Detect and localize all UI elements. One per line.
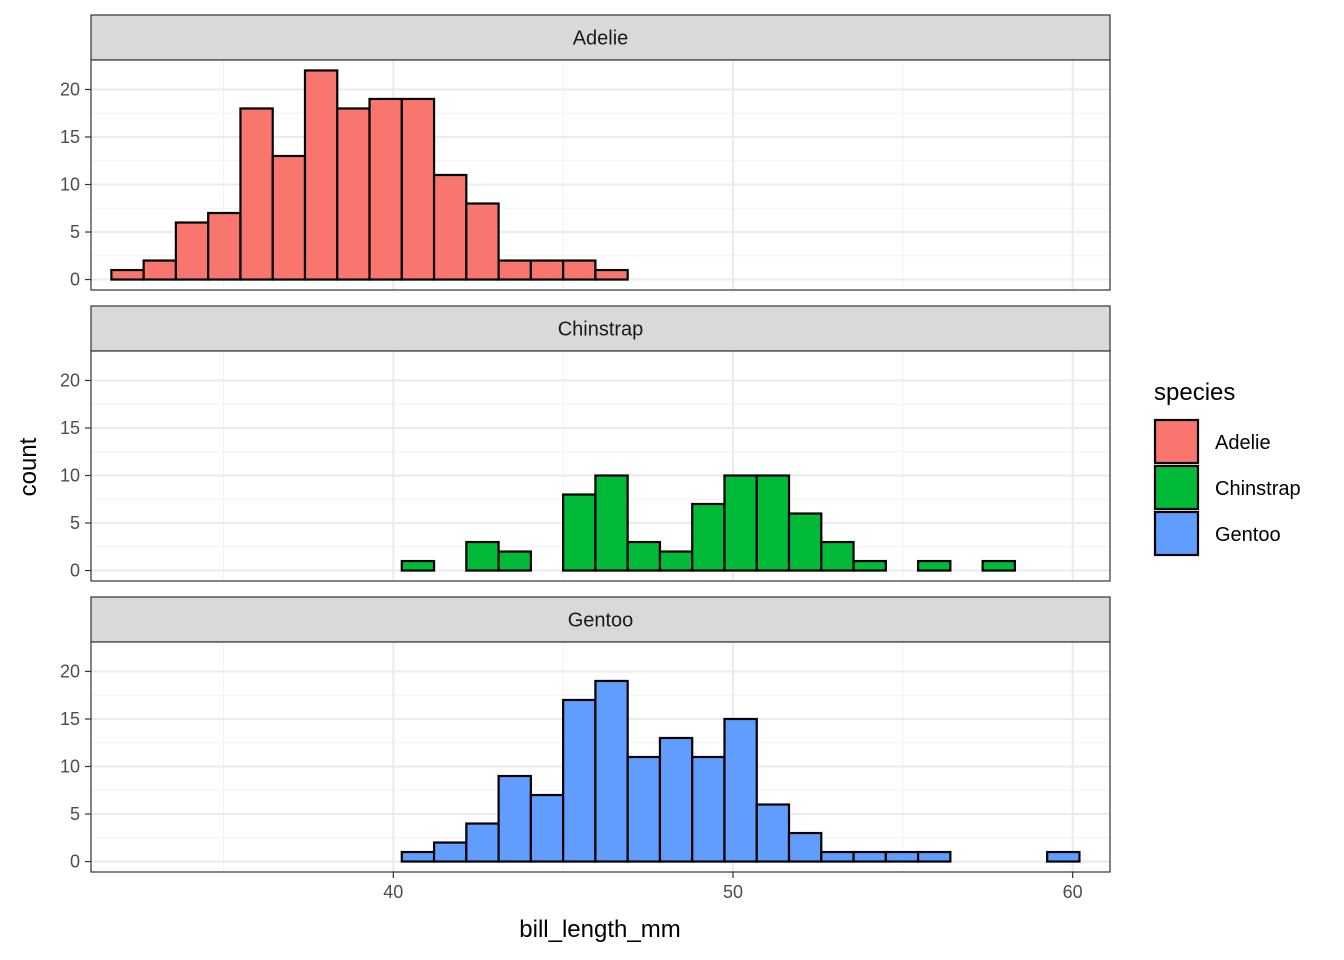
histogram-bar — [562, 493, 597, 572]
y-tick-label: 5 — [70, 804, 80, 824]
y-tick-label: 15 — [60, 127, 80, 147]
panel-border — [90, 350, 1111, 582]
histogram-bar — [658, 550, 694, 572]
y-tick-label: 20 — [60, 370, 80, 390]
legend-label-chinstrap: Chinstrap — [1215, 478, 1301, 500]
histogram-bar — [1046, 850, 1081, 863]
histogram-bar — [594, 679, 629, 863]
facet-strip — [90, 305, 1111, 352]
y-tick-label: 0 — [70, 270, 80, 290]
histogram-bar — [432, 841, 468, 863]
histogram-bar — [529, 793, 565, 863]
histogram-bar — [820, 540, 855, 572]
histogram-bar — [303, 69, 339, 281]
y-tick-label: 10 — [60, 466, 80, 486]
histogram-bar — [852, 559, 887, 572]
histogram-bar — [465, 540, 500, 572]
histogram-bar — [497, 259, 532, 281]
histogram-bar — [787, 831, 823, 863]
histogram-bar — [271, 154, 307, 281]
histogram-bar — [529, 259, 565, 281]
histogram-bar — [497, 550, 532, 572]
histogram-bar — [400, 97, 436, 281]
x-axis: 40 50 60 — [383, 872, 1083, 902]
y-tick-label: 20 — [60, 79, 80, 99]
histogram-bar — [658, 736, 694, 863]
y-tick-label: 15 — [60, 709, 80, 729]
bars-adelie — [110, 69, 629, 281]
facet-strip-label: Adelie — [573, 28, 629, 50]
y-axis: 0 5 10 15 20 — [60, 79, 91, 290]
histogram-bar — [594, 474, 629, 572]
y-axis: 0 5 10 15 20 — [60, 370, 91, 581]
histogram-bar — [626, 755, 662, 863]
histogram-bar — [755, 474, 791, 572]
facet-strip-label: Gentoo — [568, 610, 634, 632]
bars-chinstrap — [400, 474, 1016, 572]
facet-panel-gentoo: Gentoo 0 5 10 15 20 — [60, 596, 1111, 873]
panel-border — [90, 641, 1111, 873]
histogram-bar — [400, 559, 436, 572]
histogram-bar — [916, 850, 952, 863]
legend-label-adelie: Adelie — [1215, 432, 1271, 454]
facet-panel-adelie: Adelie 0 5 10 15 20 — [60, 14, 1111, 291]
histogram-bar — [432, 173, 468, 281]
legend-key-gentoo — [1153, 510, 1200, 557]
facet-strip — [90, 14, 1111, 61]
histogram-bar — [691, 502, 726, 572]
facet-panels: Adelie 0 5 10 15 20 Chinstrap 0 5 10 15 20 Gentoo 0 5 1… — [60, 14, 1111, 873]
histogram-bar — [110, 268, 145, 281]
y-tick-label: 0 — [70, 561, 80, 581]
histogram-bar — [755, 803, 791, 863]
histogram-bar — [981, 559, 1016, 572]
histogram-bar — [465, 202, 500, 281]
panel-border — [90, 59, 1111, 291]
histogram-bar — [368, 97, 403, 281]
x-tick-label: 40 — [383, 882, 403, 902]
histogram-bar — [852, 850, 887, 863]
histogram-bar — [142, 259, 178, 281]
legend-title: species — [1154, 379, 1235, 406]
histogram-bar — [562, 698, 597, 863]
histogram-bar — [916, 559, 952, 572]
histogram-bar — [239, 107, 274, 281]
facet-strip — [90, 596, 1111, 643]
histogram-bar — [562, 259, 597, 281]
histogram-bar — [497, 774, 532, 863]
histogram-bar — [336, 107, 371, 281]
y-tick-label: 5 — [70, 513, 80, 533]
y-tick-label: 15 — [60, 418, 80, 438]
bars-gentoo — [400, 679, 1081, 863]
y-tick-label: 5 — [70, 222, 80, 242]
y-tick-label: 10 — [60, 175, 80, 195]
legend-label-gentoo: Gentoo — [1215, 524, 1281, 546]
facet-strip-label: Chinstrap — [558, 319, 644, 341]
histogram-bar — [465, 822, 500, 863]
legend-key-chinstrap — [1153, 464, 1200, 511]
histogram-bar — [723, 474, 758, 572]
y-tick-label: 10 — [60, 757, 80, 777]
x-tick-label: 50 — [723, 882, 743, 902]
y-axis: 0 5 10 15 20 — [60, 661, 91, 872]
y-axis-title: count — [15, 437, 42, 496]
histogram-bar — [174, 221, 210, 281]
x-tick-label: 60 — [1063, 882, 1083, 902]
histogram-bar — [691, 755, 726, 863]
histogram-bar — [626, 540, 662, 572]
histogram-bar — [884, 850, 920, 863]
histogram-bar — [207, 211, 242, 281]
legend: species Adelie Chinstrap Gentoo — [1153, 379, 1301, 557]
facet-panel-chinstrap: Chinstrap 0 5 10 15 20 — [60, 305, 1111, 582]
histogram-bar — [400, 850, 436, 863]
y-tick-label: 20 — [60, 661, 80, 681]
histogram-bar — [820, 850, 855, 863]
y-tick-label: 0 — [70, 852, 80, 872]
x-axis-title: bill_length_mm — [519, 916, 680, 943]
histogram-bar — [723, 717, 758, 863]
legend-key-adelie — [1153, 418, 1200, 465]
histogram-bar — [787, 512, 823, 572]
histogram-bar — [594, 268, 629, 281]
